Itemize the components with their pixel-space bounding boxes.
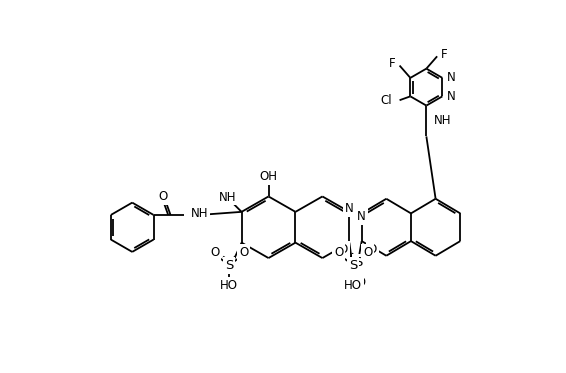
Text: NH: NH bbox=[434, 115, 452, 128]
Text: N: N bbox=[357, 210, 366, 223]
Text: F: F bbox=[441, 47, 448, 60]
Text: N: N bbox=[345, 202, 354, 215]
Text: N: N bbox=[447, 71, 456, 84]
Text: OH: OH bbox=[260, 170, 277, 183]
Text: S: S bbox=[225, 259, 233, 272]
Text: O: O bbox=[158, 190, 168, 203]
Text: F: F bbox=[389, 57, 396, 70]
Text: O: O bbox=[363, 246, 372, 259]
Text: N: N bbox=[447, 90, 456, 103]
Text: NH: NH bbox=[191, 207, 208, 220]
Text: S: S bbox=[354, 256, 362, 269]
Text: HO: HO bbox=[220, 279, 238, 292]
Text: Cl: Cl bbox=[380, 94, 392, 107]
Text: HO: HO bbox=[349, 276, 367, 289]
Text: S: S bbox=[349, 259, 357, 272]
Text: HO: HO bbox=[344, 279, 362, 292]
Text: O: O bbox=[334, 246, 343, 259]
Text: O: O bbox=[210, 246, 219, 259]
Text: O: O bbox=[368, 243, 377, 256]
Text: O: O bbox=[338, 243, 348, 256]
Text: O: O bbox=[239, 246, 248, 259]
Text: NH: NH bbox=[219, 191, 237, 204]
